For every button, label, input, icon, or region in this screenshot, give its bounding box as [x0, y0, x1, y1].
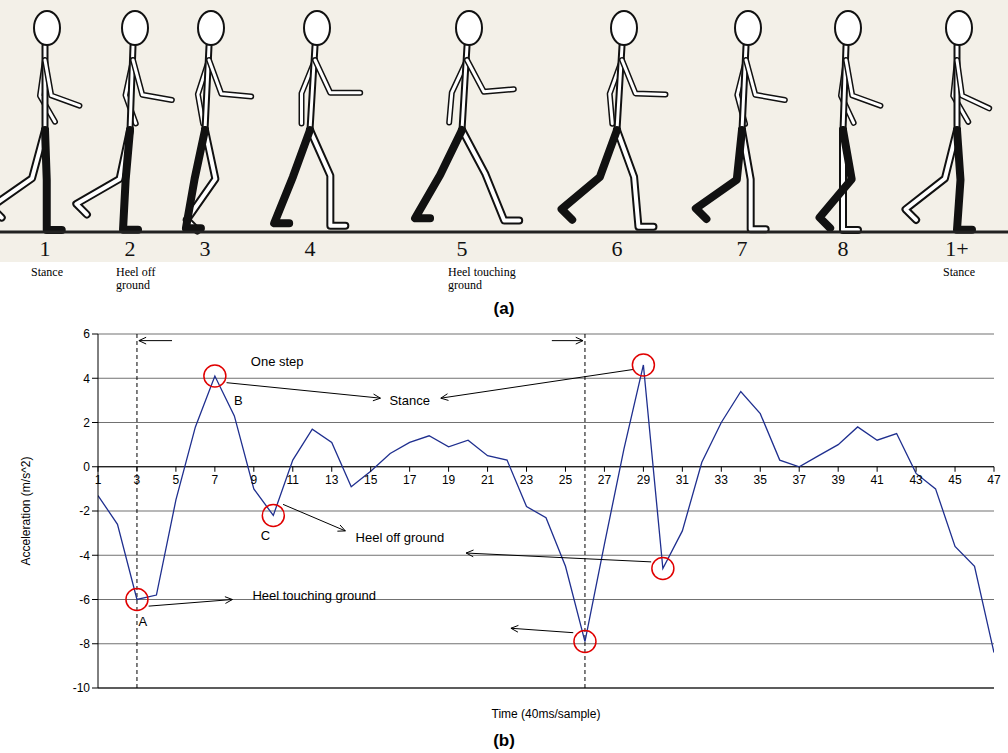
- svg-text:25: 25: [559, 473, 573, 487]
- svg-text:-6: -6: [79, 593, 90, 607]
- svg-text:7: 7: [212, 473, 219, 487]
- svg-text:1: 1: [95, 473, 102, 487]
- svg-text:5: 5: [173, 473, 180, 487]
- svg-text:ground: ground: [116, 278, 150, 292]
- svg-text:27: 27: [598, 473, 612, 487]
- svg-text:11: 11: [287, 473, 300, 487]
- svg-text:C: C: [261, 528, 270, 543]
- svg-text:Acceleration (m/s^2): Acceleration (m/s^2): [19, 457, 33, 566]
- svg-text:37: 37: [793, 473, 807, 487]
- svg-text:-8: -8: [79, 637, 90, 651]
- svg-text:(b): (b): [493, 731, 515, 750]
- svg-text:35: 35: [754, 473, 768, 487]
- svg-text:4: 4: [305, 236, 316, 261]
- svg-text:23: 23: [520, 473, 534, 487]
- svg-text:2: 2: [125, 236, 136, 261]
- svg-text:Heel touching ground: Heel touching ground: [252, 588, 376, 603]
- svg-text:Stance: Stance: [943, 265, 975, 279]
- svg-text:Time (40ms/sample): Time (40ms/sample): [492, 707, 601, 721]
- svg-text:43: 43: [909, 473, 923, 487]
- svg-text:29: 29: [637, 473, 651, 487]
- svg-text:One step: One step: [251, 354, 304, 369]
- svg-text:Stance: Stance: [31, 265, 63, 279]
- svg-text:ground: ground: [448, 278, 482, 292]
- svg-text:6: 6: [612, 236, 623, 261]
- svg-text:2: 2: [83, 416, 90, 430]
- svg-text:41: 41: [870, 473, 884, 487]
- svg-text:47: 47: [987, 473, 1001, 487]
- svg-text:Heel touching: Heel touching: [448, 265, 516, 279]
- svg-text:1: 1: [40, 236, 51, 261]
- svg-text:8: 8: [838, 236, 849, 261]
- svg-text:39: 39: [831, 473, 845, 487]
- svg-text:7: 7: [737, 236, 748, 261]
- svg-text:Heel off: Heel off: [116, 265, 155, 279]
- svg-text:1+: 1+: [945, 236, 968, 261]
- svg-text:15: 15: [364, 473, 378, 487]
- svg-text:17: 17: [403, 473, 417, 487]
- svg-text:21: 21: [481, 473, 495, 487]
- svg-text:31: 31: [676, 473, 690, 487]
- svg-text:Heel off ground: Heel off ground: [356, 530, 445, 545]
- svg-text:-10: -10: [73, 681, 91, 695]
- svg-text:33: 33: [715, 473, 729, 487]
- svg-text:A: A: [138, 614, 147, 629]
- svg-text:Stance: Stance: [389, 393, 429, 408]
- svg-text:9: 9: [250, 473, 257, 487]
- svg-text:13: 13: [325, 473, 339, 487]
- svg-text:-2: -2: [79, 504, 90, 518]
- svg-text:-4: -4: [79, 549, 90, 563]
- svg-text:B: B: [234, 393, 243, 408]
- svg-text:3: 3: [200, 236, 211, 261]
- svg-text:19: 19: [442, 473, 456, 487]
- svg-text:(a): (a): [494, 299, 515, 318]
- svg-text:3: 3: [134, 473, 141, 487]
- svg-text:4: 4: [83, 372, 90, 386]
- svg-text:0: 0: [83, 460, 90, 474]
- svg-text:5: 5: [457, 236, 468, 261]
- svg-text:45: 45: [948, 473, 962, 487]
- svg-text:6: 6: [83, 327, 90, 341]
